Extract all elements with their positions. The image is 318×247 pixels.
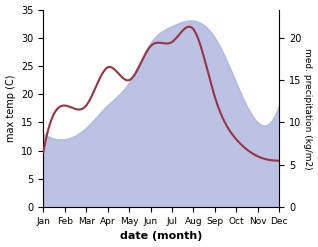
Y-axis label: med. precipitation (kg/m2): med. precipitation (kg/m2) (303, 48, 313, 169)
Y-axis label: max temp (C): max temp (C) (5, 75, 16, 142)
X-axis label: date (month): date (month) (120, 231, 203, 242)
